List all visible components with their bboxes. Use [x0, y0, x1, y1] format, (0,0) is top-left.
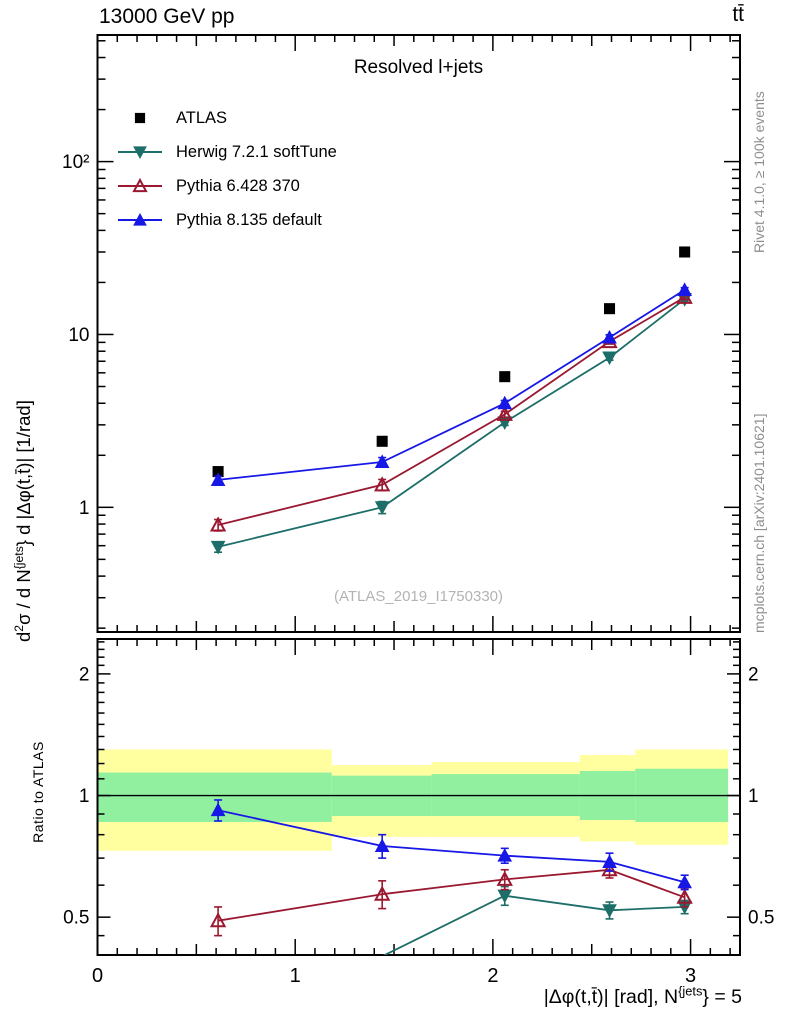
series-ratio	[382, 885, 692, 955]
data-marker	[601, 861, 618, 877]
main-y-tick-label: 10	[68, 325, 89, 346]
mcplots-attribution-note: mcplots.cern.ch [arXiv:2401.10621]	[751, 413, 767, 633]
data-marker	[132, 177, 148, 193]
data-marker	[676, 888, 693, 904]
data-marker	[677, 282, 692, 296]
legend-item-label: Pythia 8.135 default	[176, 210, 322, 229]
data-marker	[602, 904, 617, 918]
data-marker	[676, 288, 693, 304]
data-marker	[603, 303, 616, 315]
x-tick-label: 0	[92, 965, 103, 987]
legend-item-label: ATLAS	[176, 108, 228, 127]
legend-item: Herwig 7.2.1 softTune	[116, 135, 337, 169]
x-tick-label: 2	[487, 965, 498, 987]
data-marker	[497, 416, 513, 430]
data-marker	[212, 466, 224, 478]
series-line	[217, 298, 686, 548]
ratio-y-tick-label-left: 0.5	[63, 908, 89, 929]
plot-subtitle: Resolved l+jets	[353, 57, 484, 78]
data-marker	[373, 476, 391, 492]
main-panel-frame	[96, 34, 741, 633]
ratio-panel-frame	[96, 638, 741, 956]
data-marker	[497, 848, 513, 862]
x-axis-label: |Δφ(t,t̄)| [rad], N{jets} = 5	[543, 983, 742, 1008]
data-marker	[496, 870, 513, 886]
series-main	[212, 246, 691, 478]
data-marker	[602, 329, 617, 344]
header-energy: 13000 GeV pp	[99, 5, 235, 28]
legend-item: ATLAS	[116, 101, 337, 135]
legend-item-label: Herwig 7.2.1 softTune	[176, 142, 337, 161]
data-marker	[210, 472, 226, 486]
data-marker	[134, 112, 146, 124]
x-tick-label: 1	[290, 965, 301, 987]
ratio-y-tick-label-right: 2	[748, 664, 759, 685]
ratio-y-axis-label: Ratio to ATLAS	[30, 741, 46, 843]
data-marker	[374, 454, 390, 468]
data-marker	[374, 838, 390, 853]
main-y-tick-label: 1	[79, 498, 90, 519]
y-axis-label: d2σ / d N{jets} d |Δφ(t,t̄)| [1/rad]	[11, 400, 34, 642]
data-marker	[374, 501, 390, 515]
legend-marker-icon	[118, 177, 162, 193]
main-y-tick-label: 10²	[62, 152, 89, 173]
series-line	[218, 289, 686, 481]
legend: ATLAS Herwig 7.2.1 softTune Pythia 6.428…	[116, 101, 337, 237]
data-marker	[496, 405, 513, 421]
data-marker	[210, 802, 226, 817]
series-line	[217, 868, 685, 922]
data-marker	[602, 854, 617, 868]
data-marker	[133, 146, 147, 160]
data-marker	[602, 351, 617, 366]
legend-item-label: Pythia 6.428 370	[176, 176, 300, 195]
data-marker	[210, 540, 226, 555]
legend-item: Pythia 6.428 370	[116, 169, 337, 203]
ratio-y-tick-label-left: 2	[79, 664, 90, 685]
series-main	[210, 293, 692, 555]
series-line	[217, 296, 686, 526]
data-marker	[133, 212, 147, 226]
x-tick-label: 3	[685, 965, 696, 987]
data-marker	[376, 435, 388, 447]
data-marker	[209, 516, 227, 532]
legend-marker-icon	[118, 212, 162, 226]
rivet-version-note: Rivet 4.1.0, ≥ 100k events	[751, 91, 767, 253]
data-marker	[497, 395, 513, 410]
data-marker	[499, 371, 511, 383]
series-main	[209, 288, 693, 532]
data-marker	[209, 912, 227, 928]
data-marker	[677, 874, 692, 889]
ratio-y-tick-label-left: 1	[79, 786, 90, 807]
header-process: tt̄	[732, 3, 744, 26]
legend-marker-icon	[134, 112, 146, 124]
watermark: (ATLAS_2019_I1750330)	[333, 588, 503, 605]
ratio-y-tick-label-right: 0.5	[748, 908, 774, 929]
data-marker	[679, 246, 691, 258]
legend-marker-icon	[118, 146, 162, 160]
legend-item: Pythia 8.135 default	[116, 203, 337, 237]
series-ratio	[210, 799, 692, 891]
data-marker	[373, 885, 391, 901]
ratio-y-tick-label-right: 1	[748, 786, 759, 807]
series-main	[210, 282, 692, 486]
series-ratio	[209, 861, 693, 937]
